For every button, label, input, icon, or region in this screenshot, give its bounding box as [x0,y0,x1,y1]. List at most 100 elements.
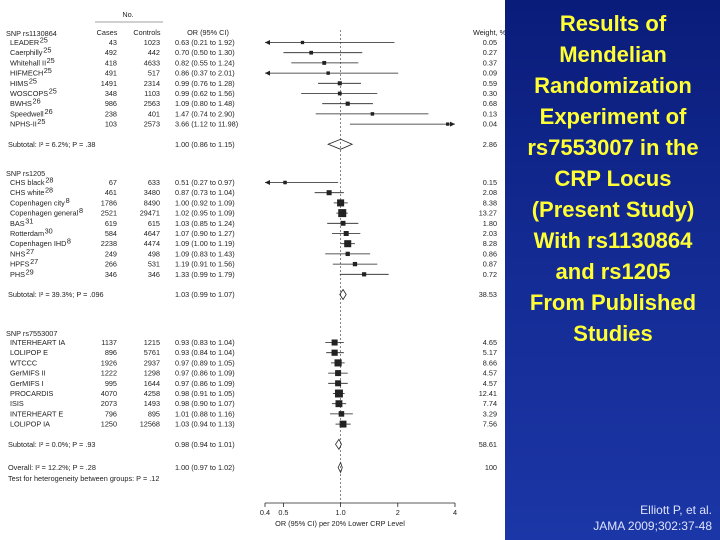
controls-value: 1103 [144,89,160,98]
weight-value: 8.38 [483,198,497,207]
study-name: WOSCOPS [10,89,48,98]
or-ci-value: 1.19 (0.91 to 1.56) [175,260,235,269]
or-ci-value: 1.00 (0.92 to 1.09) [175,198,235,207]
point-estimate-square [345,251,350,257]
controls-value: 1493 [144,399,160,408]
weight-value: 2.03 [483,229,497,238]
or-ci-value: 0.99 (0.62 to 1.56) [175,89,235,98]
study-ref: 8 [66,196,70,205]
study-ref: 25 [49,87,57,96]
overall-or-ci: 1.00 (0.97 to 1.02) [175,463,235,472]
or-ci-value: 3.66 (1.12 to 11.98) [175,120,238,129]
header-no: No. [122,10,133,19]
or-ci-value: 0.82 (0.55 to 1.24) [175,58,235,67]
study-ref: 27 [30,257,38,266]
study-ref: 28 [45,186,53,195]
study-name: WTCCC [10,358,37,367]
weight-value: 0.09 [483,69,497,78]
point-estimate-square [334,389,343,398]
study-name: LOLIPOP E [10,348,48,357]
cases-value: 492 [105,48,117,57]
or-ci-value: 1.02 (0.95 to 1.09) [175,209,235,218]
title-line: From Published [529,290,697,315]
title-line: Studies [573,321,653,346]
pooled-estimate-diamond [335,438,342,451]
subtotal-weight: 2.86 [483,140,497,149]
point-estimate-square [338,411,345,417]
weight-value: 13.27 [479,209,497,218]
title-line: rs7553007 in the [527,135,699,160]
point-estimate-square [322,60,327,65]
weight-value: 4.57 [483,369,497,378]
subtotal-weight: 38.53 [479,290,497,299]
cases-value: 491 [105,69,117,78]
study-ref: 31 [25,216,33,225]
point-estimate-square [335,400,343,408]
point-estimate-square [352,261,358,267]
cases-value: 995 [105,379,117,388]
study-name: LOLIPOP IA [10,420,50,429]
subtotal-or-ci: 1.00 (0.86 to 1.15) [175,140,235,149]
study-ref: 25 [40,36,48,45]
controls-value: 2937 [144,358,160,367]
cases-value: 249 [105,249,117,258]
header-cases: Cases [97,28,118,37]
weight-value: 0.04 [483,120,497,129]
point-estimate-square [326,190,332,196]
controls-value: 4647 [144,229,160,238]
controls-value: 4633 [144,58,160,67]
or-ci-value: 0.99 (0.76 to 1.28) [175,79,235,88]
cases-value: 2521 [101,209,117,218]
cases-value: 1786 [101,198,117,207]
controls-value: 1215 [144,338,160,347]
controls-value: 1298 [144,369,160,378]
subtotal-or-ci: 0.98 (0.94 to 1.01) [175,440,235,449]
point-estimate-square [339,420,347,428]
weight-value: 0.87 [483,260,497,269]
controls-value: 401 [148,109,160,118]
forest-plot: No. Cases Controls OR (95% CI) Weight, %… [6,10,505,528]
study-name: Copenhagen general [10,209,79,218]
x-tick-label: 0.5 [278,508,288,517]
cases-value: 1222 [101,369,117,378]
controls-value: 517 [148,69,160,78]
cases-value: 461 [105,188,117,197]
cases-value: 1926 [101,358,117,367]
title-line: With rs1130864 [533,228,693,253]
study-name: PROCARDIS [10,389,54,398]
study-name: Caerphilly [10,48,43,57]
ci-arrow-left [265,180,270,185]
weight-value: 2.08 [483,188,497,197]
or-ci-value: 1.09 (0.83 to 1.43) [175,249,235,258]
study-ref: 27 [26,247,34,256]
cases-value: 619 [105,219,117,228]
study-name: GerMIFS I [10,379,44,388]
study-name: HPFS [10,260,30,269]
slide-title: Results of Mendelian Randomization Experime… [508,8,718,349]
weight-value: 7.74 [483,399,497,408]
ci-arrow-left [265,70,270,76]
point-estimate-square [370,112,375,116]
weight-value: 0.27 [483,48,497,57]
study-ref: 25 [29,76,37,85]
study-ref: 8 [79,206,83,215]
x-axis-label: OR (95% CI) per 20% Lower CRP Level [275,519,405,528]
overall-label: Overall: I² = 12.2%; P = .28 [8,463,96,472]
x-tick-label: 0.4 [260,508,270,517]
controls-value: 5761 [144,348,160,357]
cases-value: 346 [105,270,117,279]
cases-value: 1491 [101,79,117,88]
study-name: CHS white [10,188,44,197]
point-estimate-square [344,240,352,248]
study-name: ISIS [10,399,24,408]
x-tick-label: 1.0 [336,508,346,517]
cases-value: 43 [109,38,117,47]
subtotal-label: Subtotal: I² = 39.3%; P = .096 [8,290,104,299]
study-name: LEADER [10,38,39,47]
group-title: SNP rs7553007 [6,329,57,338]
controls-value: 498 [148,249,160,258]
controls-value: 3480 [144,188,160,197]
heterogeneity-note: Test for heterogeneity between groups: P… [8,474,159,483]
or-ci-value: 1.09 (0.80 to 1.48) [175,99,235,108]
group-title: SNP rs1205 [6,169,45,178]
